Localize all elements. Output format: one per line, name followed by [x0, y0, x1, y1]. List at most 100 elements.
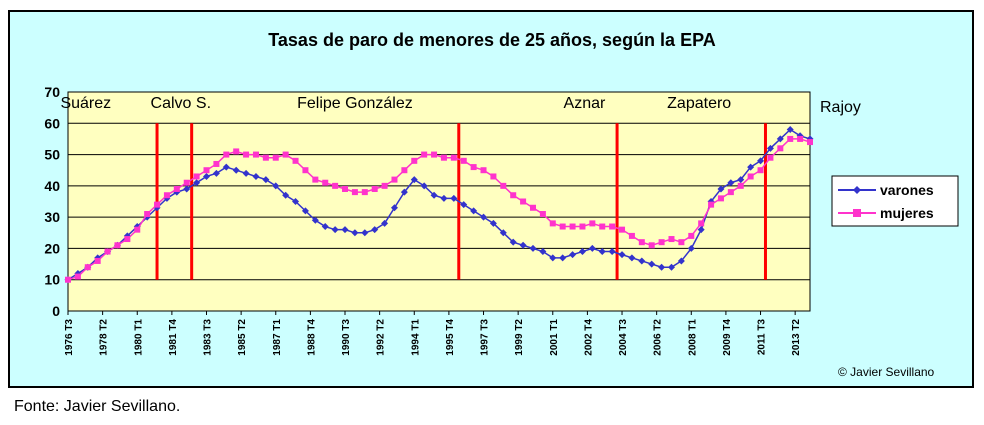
point-mujeres-56	[619, 226, 626, 233]
point-mujeres-25	[312, 176, 319, 183]
point-mujeres-51	[569, 223, 576, 230]
point-varones-68	[737, 176, 745, 184]
legend-varones-marker	[853, 186, 861, 194]
point-mujeres-55	[609, 223, 616, 230]
x-tick-label-16: 2004 T3	[618, 319, 629, 356]
point-mujeres-32	[381, 182, 388, 189]
government-label-3: Aznar	[564, 95, 606, 112]
point-varones-19	[252, 172, 260, 180]
point-mujeres-45	[510, 192, 517, 199]
point-mujeres-38	[440, 154, 447, 161]
point-varones-14	[203, 172, 211, 180]
point-varones-72	[776, 135, 784, 143]
caption: Fonte: Javier Sevillano.	[14, 398, 181, 415]
point-varones-62	[677, 257, 685, 265]
point-mujeres-6	[124, 236, 131, 243]
legend-varones-label: varones	[880, 182, 934, 198]
x-tick-label-3: 1981 T4	[168, 319, 179, 356]
point-mujeres-69	[747, 173, 754, 180]
point-mujeres-48	[539, 211, 546, 218]
point-mujeres-42	[480, 167, 487, 174]
x-tick-label-11: 1995 T4	[445, 319, 456, 356]
point-varones-25	[311, 216, 319, 224]
series-line-varones	[67, 128, 811, 281]
point-varones-42	[480, 213, 488, 221]
x-tick-label-13: 1999 T2	[514, 319, 525, 356]
x-tick-label-21: 2013 T2	[791, 319, 802, 356]
point-varones-52	[578, 248, 586, 256]
point-mujeres-71	[767, 154, 774, 161]
point-varones-38	[440, 194, 448, 202]
point-varones-39	[450, 194, 458, 202]
point-varones-71	[766, 144, 774, 152]
point-mujeres-66	[717, 195, 724, 202]
x-tick-label-4: 1983 T3	[203, 319, 214, 356]
point-mujeres-62	[678, 239, 685, 246]
point-mujeres-57	[628, 232, 635, 239]
point-mujeres-3	[94, 257, 101, 264]
point-mujeres-30	[361, 189, 368, 196]
point-mujeres-65	[708, 201, 715, 208]
point-mujeres-33	[391, 176, 398, 183]
x-tick-label-1: 1978 T2	[99, 319, 110, 356]
point-varones-67	[727, 179, 735, 187]
point-mujeres-13	[193, 173, 200, 180]
point-mujeres-36	[421, 151, 428, 158]
point-varones-46	[519, 241, 527, 249]
point-mujeres-39	[450, 154, 457, 161]
legend-mujeres-label: mujeres	[880, 205, 934, 221]
y-tick-label-0: 0	[52, 303, 60, 319]
point-mujeres-44	[500, 182, 507, 189]
point-mujeres-11	[173, 185, 180, 192]
point-varones-23	[292, 198, 300, 205]
point-mujeres-54	[599, 223, 606, 230]
x-tick-label-19: 2009 T4	[722, 319, 733, 356]
point-mujeres-14	[203, 167, 210, 174]
point-mujeres-31	[371, 185, 378, 192]
point-varones-28	[341, 226, 349, 234]
point-mujeres-1	[74, 273, 81, 280]
point-mujeres-17	[233, 148, 240, 155]
point-varones-22	[282, 191, 290, 199]
government-labels: Suárez Calvo S. Felipe González Aznar Zapate…	[60, 95, 731, 112]
x-tick-label-12: 1997 T3	[480, 319, 491, 356]
point-varones-48	[539, 248, 547, 256]
point-mujeres-8	[144, 211, 151, 218]
x-tick-label-2: 1980 T1	[133, 319, 144, 356]
point-mujeres-35	[411, 157, 418, 164]
x-tick-label-15: 2002 T4	[583, 319, 594, 356]
point-varones-30	[361, 229, 369, 237]
point-mujeres-41	[470, 164, 477, 171]
point-varones-37	[430, 191, 438, 199]
x-tick-label-6: 1987 T1	[272, 319, 283, 356]
y-tick-label-50: 50	[44, 147, 60, 163]
x-tick-label-18: 2008 T1	[687, 319, 698, 356]
point-mujeres-16	[223, 151, 230, 158]
point-mujeres-0	[65, 276, 71, 283]
point-varones-27	[331, 226, 339, 234]
point-varones-20	[262, 176, 270, 184]
point-varones-26	[321, 223, 329, 231]
point-varones-34	[400, 188, 408, 196]
point-mujeres-15	[213, 160, 220, 167]
point-mujeres-24	[302, 167, 309, 174]
point-mujeres-29	[351, 189, 358, 196]
point-mujeres-2	[84, 264, 91, 271]
point-mujeres-59	[648, 242, 655, 249]
x-tick-labels: 1976 T3 1978 T2 1980 T1 1981 T4 1983 T3 1985 …	[64, 311, 802, 356]
x-tick-label-8: 1990 T3	[341, 319, 352, 356]
point-varones-64	[697, 226, 705, 234]
legend: varones mujeres	[831, 175, 959, 227]
point-varones-33	[390, 204, 398, 212]
point-varones-18	[242, 169, 250, 177]
point-mujeres-21	[272, 154, 279, 161]
point-varones-58	[638, 257, 646, 265]
point-mujeres-64	[698, 220, 705, 227]
point-varones-24	[301, 207, 309, 215]
plot-area	[67, 91, 811, 312]
chart-title: Tasas de paro de menores de 25 años, seg…	[268, 30, 716, 50]
point-mujeres-46	[520, 198, 527, 205]
government-label-2: Felipe González	[297, 95, 413, 112]
point-varones-47	[529, 244, 537, 252]
